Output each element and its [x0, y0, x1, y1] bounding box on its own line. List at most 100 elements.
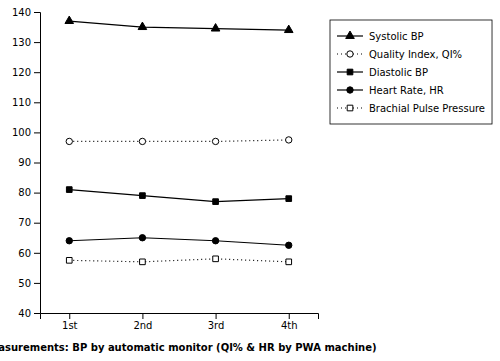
legend-label: Diastolic BP: [369, 67, 428, 78]
legend-label: Systolic BP: [369, 31, 424, 42]
point: [286, 196, 292, 202]
y-tick: 140: [12, 7, 40, 18]
series-line: [69, 259, 288, 262]
y-tick-mark: [34, 253, 40, 254]
y-tick: 100: [12, 127, 40, 138]
point: [286, 137, 292, 143]
point: [66, 138, 72, 144]
x-tick-label: 2nd: [133, 320, 152, 331]
legend: Systolic BP Quality Index, QI% Diastolic B…: [330, 20, 492, 124]
series: [66, 235, 292, 249]
series-line: [69, 238, 288, 246]
plot-area: 40 50 60 70 80 90 100 110 120 130 140 1st 2nd 3rd 4th: [12, 7, 319, 331]
x-axis: 1st 2nd 3rd 4th: [41, 313, 319, 331]
y-tick: 80: [18, 187, 40, 198]
legend-entry: Systolic BP: [337, 31, 424, 42]
marks: [65, 16, 293, 265]
y-tick-label: 120: [12, 67, 31, 78]
legend-symbol: [347, 51, 353, 57]
y-tick: 130: [12, 37, 40, 48]
y-tick-label: 80: [18, 187, 31, 198]
series-line: [69, 21, 288, 30]
y-tick-label: 100: [12, 127, 31, 138]
point: [66, 238, 72, 244]
y-tick-label: 130: [12, 37, 31, 48]
y-tick-mark: [34, 102, 40, 103]
x-tick-mark: [216, 313, 217, 319]
legend-frame: [330, 20, 492, 124]
point: [66, 257, 72, 263]
point: [212, 138, 218, 144]
y-tick: 60: [18, 248, 40, 259]
series: [66, 137, 292, 145]
y-tick: 120: [12, 67, 40, 78]
y-tick: 110: [12, 97, 40, 108]
legend-symbol: [346, 31, 355, 38]
point: [140, 259, 146, 265]
x-tick-label: 3rd: [208, 320, 225, 331]
series-line: [69, 190, 288, 202]
point: [284, 25, 293, 32]
y-axis: 40 50 60 70 80 90 100 110 120 130 140: [12, 7, 41, 319]
x-tick: 3rd: [208, 313, 225, 331]
series: [65, 16, 293, 32]
point: [213, 199, 219, 205]
point: [140, 193, 146, 199]
y-tick-mark: [34, 283, 40, 284]
legend-entry: Brachial Pulse Pressure: [337, 103, 485, 114]
point: [286, 242, 292, 248]
x-tick: 4th: [281, 313, 298, 331]
x-axis-title: Measurements: BP by automatic monitor (Q…: [0, 342, 377, 353]
legend-label: Quality Index, QI%: [369, 49, 462, 60]
legend-symbol: [347, 69, 353, 75]
legend-symbol: [347, 105, 353, 111]
point: [65, 16, 74, 23]
legend-entry: Diastolic BP: [337, 67, 428, 78]
point: [66, 187, 72, 193]
y-tick: 70: [18, 217, 40, 228]
point: [139, 138, 145, 144]
y-tick: 50: [18, 278, 40, 289]
point: [138, 22, 147, 29]
y-tick-label: 50: [18, 278, 31, 289]
point: [212, 238, 218, 244]
x-tick: 2nd: [133, 313, 152, 331]
x-tick-mark: [69, 313, 70, 319]
legend-label: Brachial Pulse Pressure: [369, 103, 485, 114]
y-tick: 40: [18, 308, 40, 319]
y-tick-label: 70: [18, 217, 31, 228]
y-tick-mark: [34, 163, 40, 164]
x-tick-mark: [289, 313, 290, 319]
y-tick-mark: [34, 132, 40, 133]
x-tick-mark: [142, 313, 143, 319]
x-tick-label: 4th: [281, 320, 298, 331]
series-line: [69, 140, 288, 142]
x-tick: 1st: [62, 313, 78, 331]
y-tick-label: 140: [12, 7, 31, 18]
x-axis-line: [41, 314, 319, 320]
y-tick: 90: [18, 157, 40, 168]
y-tick-label: 60: [18, 248, 31, 259]
y-tick-mark: [34, 193, 40, 194]
y-tick-mark: [34, 12, 40, 13]
point: [211, 24, 220, 31]
y-tick-label: 90: [18, 157, 31, 168]
x-tick-label: 1st: [62, 320, 78, 331]
y-axis-line: [34, 13, 41, 314]
point: [139, 235, 145, 241]
y-tick-label: 110: [12, 97, 31, 108]
y-tick-label: 40: [18, 308, 31, 319]
series: [66, 187, 291, 205]
legend-entry: Heart Rate, HR: [337, 85, 444, 96]
legend-symbol: [347, 87, 353, 93]
y-tick-mark: [34, 313, 40, 314]
point: [286, 259, 292, 265]
legend-entry: Quality Index, QI%: [337, 49, 462, 60]
point: [213, 256, 219, 262]
legend-label: Heart Rate, HR: [369, 85, 444, 96]
series: [66, 256, 291, 265]
y-tick-mark: [34, 223, 40, 224]
chart: 40 50 60 70 80 90 100 110 120 130 140 1st 2nd 3rd 4th M…: [0, 0, 500, 361]
y-tick-mark: [34, 42, 40, 43]
y-tick-mark: [34, 72, 40, 73]
